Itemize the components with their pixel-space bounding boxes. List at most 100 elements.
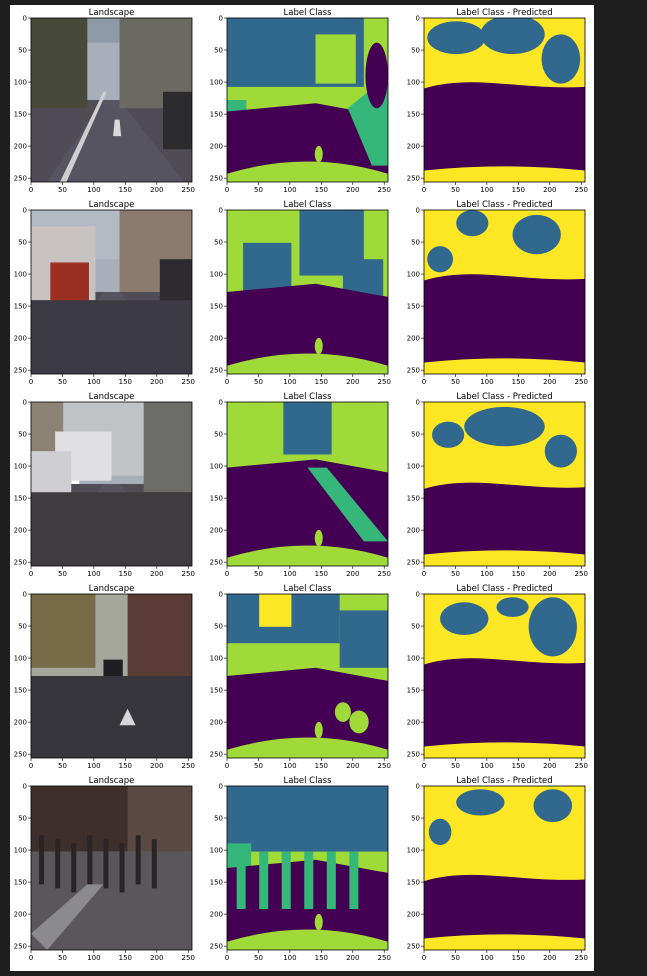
- predicted-building-blob: [456, 789, 505, 816]
- panel-predicted: [424, 402, 585, 566]
- predicted-building-blob: [544, 434, 577, 468]
- panel-frame: [423, 209, 586, 375]
- y-tick-label: 200: [407, 143, 420, 151]
- y-tick-label: 200: [210, 911, 223, 919]
- panel-mask: [227, 18, 388, 182]
- y-tick-label: 100: [407, 847, 420, 855]
- y-tick-label: 50: [411, 47, 420, 55]
- pedestrian: [135, 835, 141, 885]
- panel-title: Label Class - Predicted: [456, 8, 552, 18]
- x-tick-label: 50: [254, 378, 263, 386]
- y-tick-label: 50: [411, 239, 420, 247]
- y-tick-label: 100: [14, 79, 27, 87]
- x-tick-label: 250: [378, 186, 391, 194]
- predicted-hood-region: [424, 742, 585, 758]
- x-tick-label: 0: [29, 954, 33, 962]
- parked-car: [163, 91, 192, 150]
- x-tick-label: 250: [182, 570, 195, 578]
- x-tick-label: 0: [29, 762, 33, 770]
- x-tick-label: 100: [87, 378, 100, 386]
- predicted-building-blob: [427, 246, 453, 273]
- y-tick-label: 50: [18, 623, 27, 631]
- x-tick-label: 100: [480, 954, 493, 962]
- x-tick-label: 50: [58, 762, 67, 770]
- y-tick-label: 0: [219, 399, 223, 407]
- x-tick-label: 250: [575, 762, 588, 770]
- y-tick-label: 50: [214, 47, 223, 55]
- person-region: [236, 851, 246, 909]
- y-tick-label: 150: [407, 495, 420, 503]
- pedestrian: [39, 835, 45, 885]
- y-tick-label: 250: [14, 751, 27, 759]
- hood-ornament: [314, 145, 323, 163]
- red-van: [50, 262, 89, 306]
- road-region: [227, 459, 388, 558]
- x-tick-label: 0: [225, 186, 229, 194]
- y-tick-label: 250: [210, 943, 223, 951]
- x-tick-label: 50: [451, 954, 460, 962]
- y-tick-label: 150: [14, 111, 27, 119]
- panel-frame: [226, 209, 389, 375]
- x-tick-label: 0: [422, 762, 426, 770]
- y-tick-label: 50: [18, 431, 27, 439]
- y-tick-label: 150: [14, 495, 27, 503]
- pedestrian: [71, 843, 77, 893]
- panel-title: Label Class: [284, 8, 333, 18]
- predicted-hood-region: [424, 166, 585, 182]
- x-tick-label: 150: [315, 954, 328, 962]
- predicted-hood-region: [424, 358, 585, 374]
- panel-title: Label Class: [284, 584, 333, 594]
- panel-title: Label Class - Predicted: [456, 200, 552, 210]
- panel-frame: [423, 401, 586, 567]
- pedestrian: [87, 835, 93, 885]
- x-tick-label: 50: [451, 570, 460, 578]
- predicted-building-blob: [541, 34, 581, 84]
- y-tick-label: 100: [407, 271, 420, 279]
- x-tick-label: 50: [451, 186, 460, 194]
- panel-title: Label Class: [284, 776, 333, 786]
- x-tick-label: 200: [543, 186, 556, 194]
- x-tick-label: 100: [87, 954, 100, 962]
- x-tick-label: 150: [119, 378, 132, 386]
- x-tick-label: 100: [87, 762, 100, 770]
- x-tick-label: 100: [480, 186, 493, 194]
- y-tick-label: 200: [407, 911, 420, 919]
- y-tick-label: 200: [210, 143, 223, 151]
- x-tick-label: 200: [543, 378, 556, 386]
- x-tick-label: 50: [451, 762, 460, 770]
- panel-title: Label Class - Predicted: [456, 776, 552, 786]
- panel-photo: [31, 402, 192, 566]
- panel-predicted: [424, 594, 585, 758]
- predicted-hood-region: [424, 934, 585, 950]
- x-tick-label: 0: [422, 186, 426, 194]
- y-tick-label: 100: [14, 655, 27, 663]
- hood-region: [227, 929, 388, 950]
- x-tick-label: 200: [150, 378, 163, 386]
- hood-region: [227, 353, 388, 374]
- x-tick-label: 200: [346, 762, 359, 770]
- hood-ornament: [314, 913, 323, 931]
- panel-frame: [30, 401, 193, 567]
- y-tick-label: 150: [407, 111, 420, 119]
- x-tick-label: 100: [480, 762, 493, 770]
- predicted-building-blob: [533, 789, 573, 823]
- y-tick-label: 0: [416, 399, 420, 407]
- x-tick-label: 200: [543, 954, 556, 962]
- pedestrian: [55, 839, 61, 889]
- x-tick-label: 200: [150, 954, 163, 962]
- lane-marking: [59, 91, 107, 182]
- y-tick-label: 0: [23, 15, 27, 23]
- y-tick-label: 50: [214, 239, 223, 247]
- x-tick-label: 250: [378, 570, 391, 578]
- x-tick-label: 0: [225, 954, 229, 962]
- x-tick-label: 150: [315, 186, 328, 194]
- y-tick-label: 0: [219, 15, 223, 23]
- y-tick-label: 0: [219, 783, 223, 791]
- panel-frame: [423, 593, 586, 759]
- x-tick-label: 100: [87, 570, 100, 578]
- panel-predicted: [424, 18, 585, 182]
- y-tick-label: 100: [14, 271, 27, 279]
- y-tick-label: 100: [210, 79, 223, 87]
- building-right: [143, 402, 192, 493]
